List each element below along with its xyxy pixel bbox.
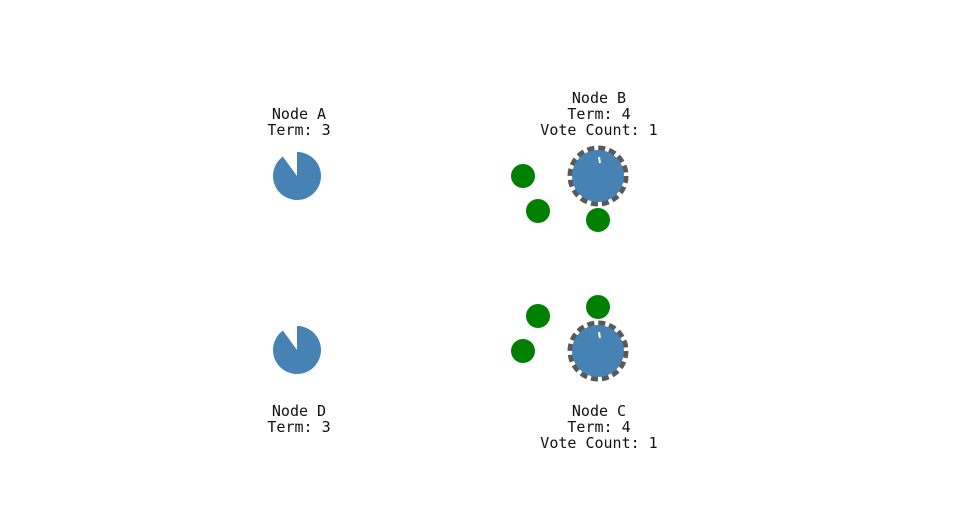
node-c-leader-ring xyxy=(567,320,629,382)
node-d-name: Node D xyxy=(272,402,326,420)
node-b-term: Term: 4 xyxy=(567,105,630,123)
node-c-group: Node C Term: 4 Vote Count: 1 xyxy=(540,320,658,452)
node-c-timer-marker xyxy=(598,331,601,339)
node-c-name: Node C xyxy=(572,402,626,420)
node-c-term: Term: 4 xyxy=(567,418,630,436)
vote-message-c-2 xyxy=(526,304,550,328)
vote-message-b-1 xyxy=(511,164,535,188)
node-b-group: Node B Term: 4 Vote Count: 1 xyxy=(540,89,658,207)
node-c-circle[interactable] xyxy=(571,325,624,377)
node-b-leader-ring xyxy=(567,145,629,207)
node-b-circle[interactable] xyxy=(571,150,624,202)
node-a-circle[interactable] xyxy=(273,152,322,201)
node-d-group: Node D Term: 3 xyxy=(267,326,331,436)
vote-messages xyxy=(511,164,610,363)
vote-message-b-2 xyxy=(526,199,550,223)
node-b-timer-marker xyxy=(598,156,601,164)
vote-message-c-3 xyxy=(511,339,535,363)
node-c-vote-count: Vote Count: 1 xyxy=(540,434,657,452)
vote-message-b-3 xyxy=(586,208,610,232)
node-d-circle[interactable] xyxy=(273,326,322,375)
node-b-name: Node B xyxy=(572,89,626,107)
node-a-name: Node A xyxy=(272,105,326,123)
node-d-term: Term: 3 xyxy=(267,418,330,436)
node-a-group: Node A Term: 3 xyxy=(267,105,331,201)
node-a-term: Term: 3 xyxy=(267,121,330,139)
vote-message-c-1 xyxy=(586,295,610,319)
node-b-vote-count: Vote Count: 1 xyxy=(540,121,657,139)
